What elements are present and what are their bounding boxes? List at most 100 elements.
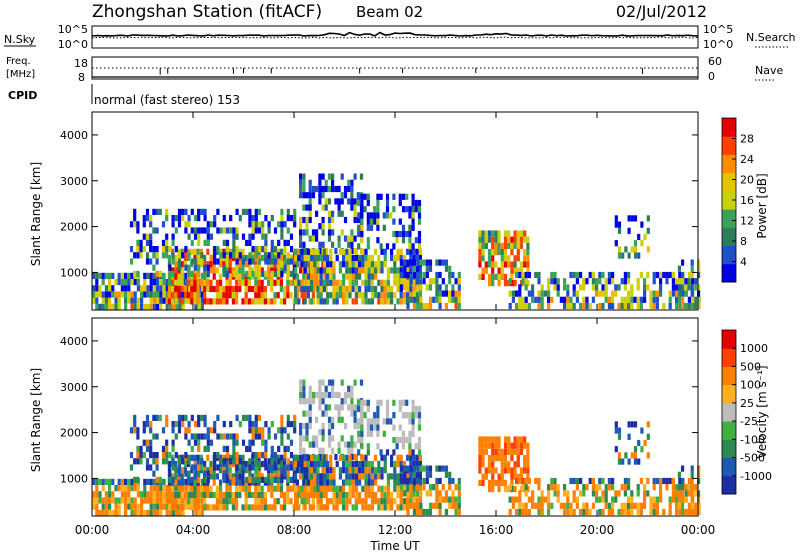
velocity-cell-898 (350, 385, 354, 392)
power-cell-340 (238, 279, 242, 286)
velocity-cell-417 (273, 485, 277, 492)
power-cell-248 (196, 279, 200, 286)
velocity-cell-1452 (513, 486, 517, 493)
velocity-cell-118 (165, 491, 169, 498)
power-cell-1581 (601, 302, 605, 310)
velocity-cell-1103 (377, 467, 381, 474)
velocity-cell-21 (104, 497, 108, 504)
power-cell-755 (277, 252, 281, 259)
power-cell-1507 (527, 290, 531, 297)
power-cell-997 (329, 248, 333, 255)
velocity-cell-1433 (503, 467, 508, 474)
velocity-cell-594 (174, 452, 178, 459)
velocity-cell-1600 (617, 508, 621, 516)
velocity-cell-1635 (649, 496, 653, 503)
velocity-cell-142 (181, 509, 185, 516)
power-cell-1628 (643, 290, 647, 297)
power-cell-640 (203, 264, 207, 271)
power-cell-402 (267, 279, 271, 286)
power-cell-1221 (366, 199, 370, 207)
velocity-cell-362 (247, 485, 251, 492)
velocity-cell-1217 (366, 443, 370, 450)
velocity-cell-1316 (416, 465, 420, 472)
velocity-cell-211 (177, 454, 181, 461)
power-cell-1692 (614, 240, 618, 247)
velocity-cell-1394 (484, 442, 488, 449)
power-cell-1154 (402, 292, 406, 299)
power-cell-856 (327, 198, 332, 205)
power-cell-804 (302, 179, 306, 186)
velocity-cell-730 (261, 439, 265, 446)
velocity-colorbar-frame (721, 329, 737, 495)
velocity-cell-1491 (515, 477, 519, 485)
power-cell-1177 (412, 285, 416, 293)
velocity-cell-641 (203, 445, 207, 452)
power-cell-343 (238, 261, 242, 268)
velocity-cell-1583 (601, 490, 605, 497)
power-cell-1580 (598, 271, 602, 279)
power-cell-971 (319, 292, 323, 299)
power-cell-1365 (451, 284, 455, 291)
velocity-cell-1232 (376, 418, 380, 425)
power-cell-1105 (380, 298, 384, 305)
power-cell-1267 (408, 230, 412, 238)
velocity-cell-382 (257, 491, 261, 499)
velocity-cell-1648 (659, 477, 663, 485)
power-cell-444 (286, 292, 290, 299)
power-cell-439 (283, 285, 287, 293)
power-cell-882 (343, 216, 348, 224)
power-cell-1273 (411, 218, 415, 225)
power-cell-929 (300, 292, 304, 299)
velocity-cell-887 (347, 404, 351, 411)
velocity-cell-742 (267, 427, 271, 434)
power-cell-1342 (435, 271, 439, 279)
power-cell-1489 (515, 302, 519, 310)
power-cell-66 (133, 279, 137, 286)
power-cell-893 (350, 229, 354, 236)
velocity-cell-949 (310, 491, 314, 499)
velocity-cell-1498 (521, 502, 525, 509)
power-cell-833 (318, 192, 322, 199)
power-cell-1477 (526, 280, 530, 287)
power-cell-761 (280, 221, 284, 228)
power-cell-200 (174, 285, 178, 293)
velocity-cell-623 (193, 464, 198, 471)
power-cell-174 (200, 297, 204, 304)
velocity-cell-607 (184, 452, 188, 459)
velocity-cell-725 (257, 433, 262, 440)
power-cell-1549 (569, 271, 573, 279)
power-cell-1599 (614, 284, 618, 291)
power-cell-1036 (348, 267, 352, 274)
power-cell-1313 (416, 278, 420, 285)
power-cell-637 (200, 227, 204, 234)
velocity-cell-99 (156, 503, 160, 510)
power-cell-366 (251, 298, 255, 305)
power-cell-461 (295, 292, 299, 299)
velocity-cell-547 (142, 427, 146, 434)
velocity-cell-955 (310, 454, 314, 461)
power-cell-576 (161, 239, 166, 246)
power-cell-537 (136, 252, 140, 259)
velocity-cell-477 (302, 479, 306, 486)
velocity-cell-1203 (357, 418, 361, 425)
velocity-cell-1321 (422, 508, 426, 516)
power-cell-1011 (338, 285, 342, 293)
power-cell-1648 (659, 271, 663, 279)
power-cell-904 (353, 198, 357, 205)
power-cell-1582 (601, 290, 605, 297)
power-cell-259 (203, 292, 207, 299)
power-cell-582 (165, 215, 169, 222)
power-cell-771 (286, 258, 290, 265)
power-cell-1095 (374, 273, 378, 280)
velocity-cell-1281 (417, 449, 422, 456)
velocity-cell-1575 (595, 490, 599, 497)
velocity-cell-26 (108, 497, 112, 504)
velocity-cell-1538 (559, 502, 563, 509)
power-cell-346 (241, 298, 245, 305)
power-cell-1522 (540, 284, 544, 291)
velocity-cell-1515 (537, 502, 541, 509)
power-cell-889 (347, 179, 351, 186)
power-cell-335 (235, 267, 239, 274)
velocity-cell-1612 (627, 496, 631, 503)
power-cell-1740 (693, 278, 697, 285)
